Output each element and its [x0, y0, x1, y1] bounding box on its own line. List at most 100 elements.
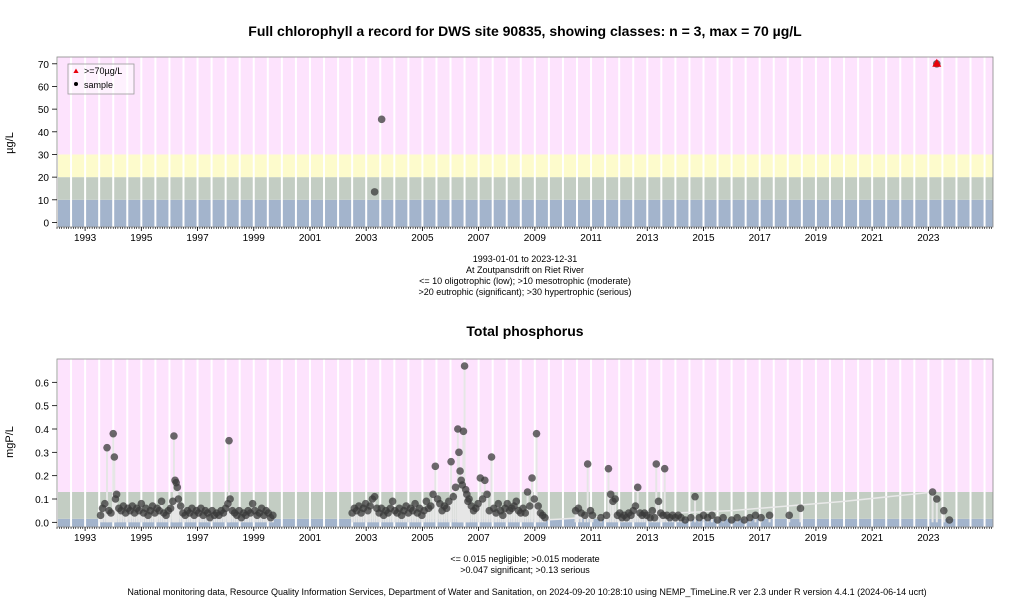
phosphorus-chart-title: Total phosphorus	[466, 323, 583, 339]
sample-point	[370, 188, 379, 196]
phosphorus-points	[96, 362, 954, 524]
x-tick-label: 2007	[467, 233, 490, 244]
sample-point	[498, 511, 507, 520]
sample-point	[166, 504, 175, 513]
chlorophyll-chart: Full chlorophyll a record for DWS site 9…	[4, 23, 994, 297]
caption-tp-classes-1: <= 0.015 negligible; >0.015 moderate	[450, 554, 599, 564]
sample-point	[459, 427, 468, 436]
x-tick-label: 2017	[749, 233, 772, 244]
sample-point	[451, 483, 460, 492]
y-tick-label: 60	[38, 82, 50, 93]
sample-point	[581, 511, 589, 520]
sample-point	[687, 513, 695, 522]
x-tick-label: 2001	[299, 533, 322, 544]
sample-point	[588, 511, 597, 520]
y-tick-label: 0.4	[35, 425, 49, 436]
caption-date-range: 1993-01-01 to 2023-12-31	[473, 254, 578, 264]
class-band-2	[57, 359, 993, 492]
sample-point	[487, 453, 496, 461]
sample-point	[785, 511, 794, 520]
caption-tp-classes-2: >0.047 significant; >0.13 serious	[460, 565, 590, 575]
y-tick-label: 0.5	[35, 402, 49, 413]
sample-point	[691, 492, 699, 501]
phosphorus-caption: <= 0.015 negligible; >0.015 moderate >0.…	[450, 554, 599, 575]
legend-max-triangle-icon	[73, 68, 79, 73]
legend-sample-dot-icon	[74, 82, 78, 86]
sample-point	[460, 362, 469, 370]
sample-point	[940, 506, 948, 515]
y-tick-label: 70	[38, 60, 50, 71]
x-tick-label: 2017	[749, 533, 772, 544]
sample-point	[456, 467, 464, 475]
x-tick-label: 2011	[580, 533, 602, 544]
x-tick-label: 2005	[411, 533, 434, 544]
chlorophyll-y-axis-label: µg/L	[4, 132, 16, 154]
y-tick-label: 0	[43, 218, 49, 229]
sample-point	[455, 448, 463, 457]
x-tick-label: 2007	[467, 533, 490, 544]
phosphorus-y-axis-label: mgP/L	[4, 426, 16, 458]
sample-point	[631, 502, 640, 510]
x-tick-label: 1995	[130, 233, 153, 244]
sample-point	[654, 497, 663, 506]
x-tick-label: 2021	[861, 533, 884, 544]
sample-point	[602, 511, 611, 520]
sample-point	[447, 457, 455, 466]
sample-point	[100, 499, 109, 508]
x-tick-label: 1993	[74, 233, 97, 244]
sample-point	[449, 492, 458, 501]
sample-point	[107, 509, 115, 517]
phosphorus-plot-frame	[56, 358, 994, 528]
sample-point	[388, 497, 397, 506]
sample-point	[928, 488, 937, 496]
caption-site: At Zoutpansdrift on Riet River	[466, 265, 584, 275]
sample-point	[604, 464, 613, 473]
sample-point	[528, 474, 536, 482]
x-tick-label: 1999	[243, 233, 266, 244]
sample-point	[170, 432, 178, 440]
y-tick-label: 40	[38, 128, 50, 139]
sample-point	[719, 513, 727, 522]
sample-point	[173, 483, 182, 492]
x-tick-label: 2011	[580, 233, 602, 244]
footer-credit: National monitoring data, Resource Quali…	[127, 587, 926, 597]
phosphorus-class-bands	[57, 359, 993, 527]
sample-point	[248, 499, 257, 508]
sample-point	[483, 490, 491, 499]
sample-point	[708, 511, 716, 520]
legend-box	[67, 63, 135, 95]
sample-point	[377, 115, 386, 124]
sample-point	[176, 502, 185, 510]
x-tick-label: 2003	[355, 233, 378, 244]
x-tick-label: 1999	[243, 533, 266, 544]
sample-point	[523, 488, 532, 496]
caption-classes-2: >20 eutrophic (significant); >30 hypertr…	[418, 287, 631, 297]
x-tick-label: 1993	[74, 533, 97, 544]
sample-point	[583, 460, 592, 468]
sample-point	[650, 513, 659, 522]
chlorophyll-caption: 1993-01-01 to 2023-12-31 At Zoutpansdrif…	[418, 254, 631, 297]
phosphorus-y-axis: 0.0 0.1 0.2 0.3 0.4 0.5 0.6	[35, 378, 57, 529]
sample-point	[431, 462, 440, 471]
sample-point	[648, 506, 657, 515]
x-tick-label: 2019	[805, 233, 828, 244]
sample-point	[945, 516, 954, 524]
y-tick-label: 0.1	[35, 495, 49, 506]
chlorophyll-plot-frame	[56, 56, 994, 228]
y-tick-label: 50	[38, 105, 50, 116]
plot-border	[56, 358, 994, 528]
x-tick-label: 2021	[861, 233, 884, 244]
sample-point	[366, 502, 374, 510]
y-tick-label: 20	[38, 173, 50, 184]
chlorophyll-chart-title: Full chlorophyll a record for DWS site 9…	[248, 23, 802, 39]
y-tick-label: 0.6	[35, 378, 49, 389]
sample-point	[796, 504, 805, 513]
sample-point	[481, 476, 489, 485]
class-band-0	[57, 518, 993, 527]
sample-point	[157, 497, 166, 506]
x-tick-label: 1997	[186, 233, 209, 244]
sample-point	[757, 513, 765, 522]
sample-point	[652, 460, 661, 468]
legend-sample-label: sample	[84, 80, 113, 90]
sample-point	[465, 495, 473, 503]
